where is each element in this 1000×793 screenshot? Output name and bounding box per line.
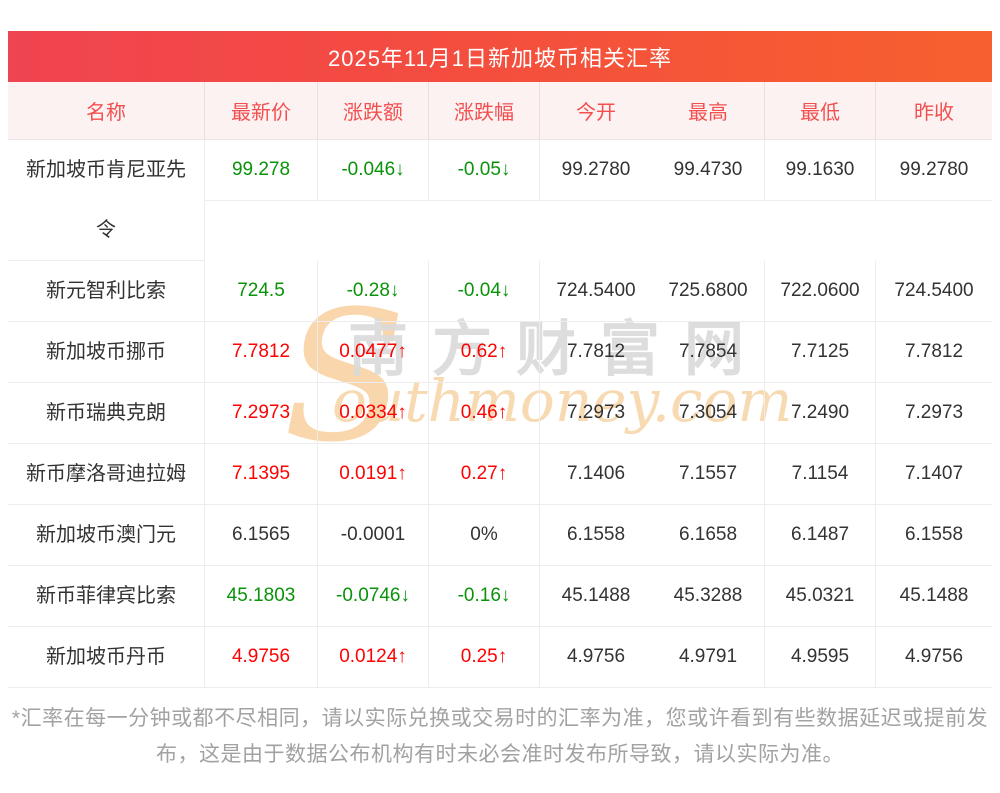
header-cell-pct: 涨跌幅 [429,82,540,139]
cell-pct: -0.04↓ [429,261,540,322]
cell-low: 7.7125 [765,322,876,383]
cell-open: 7.7812 [540,322,652,383]
cell-change: 0.0191↑ [318,444,429,505]
cell-pct: -0.05↓ [429,140,540,201]
cell-prev: 6.1558 [876,505,992,566]
cell-change: -0.28↓ [318,261,429,322]
disclaimer-note: *汇率在每一分钟或都不尽相同，请以实际兑换或交易时的汇率为准，您或许看到有些数据… [11,707,989,766]
cell-high: 99.4730 [652,140,765,201]
cell-name: 新加坡币丹币 [8,627,205,688]
cell-pct: 0.62↑ [429,322,540,383]
cell-low: 45.0321 [765,566,876,627]
page-title: 2025年11月1日新加坡币相关汇率 [327,45,672,71]
cell-low: 6.1487 [765,505,876,566]
cell-latest: 4.9756 [205,627,318,688]
cell-high: 45.3288 [652,566,765,627]
cell-low: 4.9595 [765,627,876,688]
cell-pct: 0.46↑ [429,383,540,444]
cell-prev: 99.2780 [876,140,992,201]
cell-name: 新加坡币肯尼亚先令 [8,140,205,261]
table-header-row: 名称 最新价 涨跌额 涨跌幅 今开 最高 最低 昨收 [8,82,992,140]
cell-open: 45.1488 [540,566,652,627]
cell-latest: 7.7812 [205,322,318,383]
cell-high: 7.1557 [652,444,765,505]
table-row: 新加坡币挪币 7.7812 0.0477↑ 0.62↑ 7.7812 7.7854 7.71… [8,322,992,383]
table-body: 新加坡币肯尼亚先令 99.278 -0.046↓ -0.05↓ 99.2780 99.47… [8,140,992,688]
header-cell-low: 最低 [765,82,876,139]
cell-name: 新币菲律宾比索 [8,566,205,627]
cell-change: -0.0001 [318,505,429,566]
cell-latest: 7.1395 [205,444,318,505]
cell-high: 6.1658 [652,505,765,566]
cell-low: 99.1630 [765,140,876,201]
header-cell-name: 名称 [8,82,205,139]
cell-prev: 7.2973 [876,383,992,444]
cell-pct: -0.16↓ [429,566,540,627]
table-row: 新币摩洛哥迪拉姆 7.1395 0.0191↑ 0.27↑ 7.1406 7.1557 7.… [8,444,992,505]
cell-high: 7.7854 [652,322,765,383]
cell-latest: 7.2973 [205,383,318,444]
header-cell-open: 今开 [576,102,616,124]
cell-prev: 45.1488 [876,566,992,627]
exchange-rate-table: 名称 最新价 涨跌额 涨跌幅 今开 最高 最低 昨收 新加坡币肯尼亚先令 99.278 -0.04… [8,82,992,688]
table-row: 新元智利比索 724.5 -0.28↓ -0.04↓ 724.5400 725.6800 7… [8,261,992,322]
cell-latest: 99.278 [205,140,318,201]
cell-name: 新币摩洛哥迪拉姆 [8,444,205,505]
cell-latest: 724.5 [205,261,318,322]
cell-latest: 6.1565 [205,505,318,566]
cell-prev: 7.7812 [876,322,992,383]
table-row: 新币瑞典克朗 7.2973 0.0334↑ 0.46↑ 7.2973 7.3054 7.24… [8,383,992,444]
cell-high: 725.6800 [652,261,765,322]
cell-open: 99.2780 [540,140,652,201]
cell-open: 7.2973 [540,383,652,444]
cell-change: -0.046↓ [318,140,429,201]
table-row: 新加坡币丹币 4.9756 0.0124↑ 0.25↑ 4.9756 4.9791 4.95… [8,627,992,688]
cell-prev: 4.9756 [876,627,992,688]
cell-change: 0.0477↑ [318,322,429,383]
header-cell-high: 最高 [652,82,765,139]
title-banner: 2025年11月1日新加坡币相关汇率 [8,31,992,82]
table-row: 新加坡币肯尼亚先令 99.278 -0.046↓ -0.05↓ 99.2780 99.47… [8,140,992,261]
cell-prev: 7.1407 [876,444,992,505]
cell-name: 新币瑞典克朗 [8,383,205,444]
cell-prev: 724.5400 [876,261,992,322]
header-cell-prev: 昨收 [914,102,954,124]
cell-pct: 0.27↑ [429,444,540,505]
cell-pct: 0% [429,505,540,566]
header-cell-latest: 最新价 [205,82,318,139]
cell-high: 4.9791 [652,627,765,688]
cell-low: 722.0600 [765,261,876,322]
cell-change: 0.0334↑ [318,383,429,444]
cell-low: 7.2490 [765,383,876,444]
header-cell-change: 涨跌额 [318,82,429,139]
cell-name: 新加坡币挪币 [8,322,205,383]
table-row: 新加坡币澳门元 6.1565 -0.0001 0% 6.1558 6.1658 6.1487… [8,505,992,566]
cell-open: 7.1406 [540,444,652,505]
cell-open: 4.9756 [540,627,652,688]
cell-pct: 0.25↑ [429,627,540,688]
cell-name: 新元智利比索 [8,261,205,322]
cell-latest: 45.1803 [205,566,318,627]
cell-name: 新加坡币澳门元 [8,505,205,566]
table-row: 新币菲律宾比索 45.1803 -0.0746↓ -0.16↓ 45.1488 45.32… [8,566,992,627]
cell-open: 724.5400 [540,261,652,322]
cell-open: 6.1558 [540,505,652,566]
cell-change: 0.0124↑ [318,627,429,688]
cell-high: 7.3054 [652,383,765,444]
cell-change: -0.0746↓ [318,566,429,627]
cell-low: 7.1154 [765,444,876,505]
